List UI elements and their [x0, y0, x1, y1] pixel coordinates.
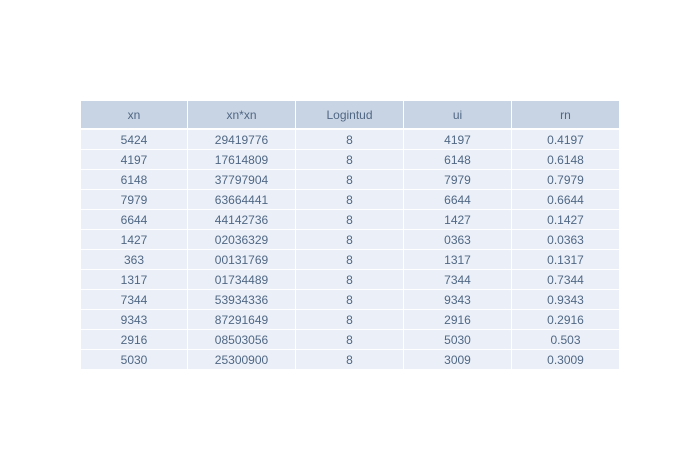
cell-rn: 0.503	[511, 329, 620, 350]
cell-longitud: 8	[295, 249, 404, 270]
table-row: 4197 17614809 8 6148 0.6148	[80, 149, 620, 170]
cell-xn: 7979	[80, 189, 188, 210]
cell-longitud: 8	[295, 309, 404, 330]
cell-longitud: 8	[295, 189, 404, 210]
cell-rn: 0.4197	[511, 128, 620, 150]
table-row: 9343 87291649 8 2916 0.2916	[80, 309, 620, 330]
cell-rn: 0.6148	[511, 149, 620, 170]
cell-xn: 2916	[80, 329, 188, 350]
table-row: 1317 01734489 8 7344 0.7344	[80, 269, 620, 290]
cell-ui: 0363	[403, 229, 512, 250]
cell-ui: 6148	[403, 149, 512, 170]
cell-xn-squared: 08503056	[187, 329, 296, 350]
column-header-xn-squared: xn*xn	[187, 100, 296, 130]
cell-ui: 5030	[403, 329, 512, 350]
data-table-container: xn xn*xn Logintud ui rn 5424 29419776 8 419…	[80, 100, 620, 370]
cell-xn-squared: 53934336	[187, 289, 296, 310]
cell-xn-squared: 29419776	[187, 128, 296, 150]
cell-ui: 1317	[403, 249, 512, 270]
cell-longitud: 8	[295, 269, 404, 290]
cell-ui: 7344	[403, 269, 512, 290]
table-row: 363 00131769 8 1317 0.1317	[80, 249, 620, 270]
cell-ui: 2916	[403, 309, 512, 330]
cell-longitud: 8	[295, 349, 404, 370]
cell-rn: 0.3009	[511, 349, 620, 370]
cell-xn-squared: 17614809	[187, 149, 296, 170]
cell-longitud: 8	[295, 209, 404, 230]
table-row: 2916 08503056 8 5030 0.503	[80, 329, 620, 350]
cell-xn-squared: 44142736	[187, 209, 296, 230]
table-row: 5030 25300900 8 3009 0.3009	[80, 349, 620, 370]
table-row: 5424 29419776 8 4197 0.4197	[80, 128, 620, 150]
table-row: 7979 63664441 8 6644 0.6644	[80, 189, 620, 210]
cell-xn: 4197	[80, 149, 188, 170]
table-row: 6644 44142736 8 1427 0.1427	[80, 209, 620, 230]
cell-ui: 6644	[403, 189, 512, 210]
cell-rn: 0.6644	[511, 189, 620, 210]
cell-xn-squared: 00131769	[187, 249, 296, 270]
cell-longitud: 8	[295, 329, 404, 350]
cell-rn: 0.7344	[511, 269, 620, 290]
cell-longitud: 8	[295, 149, 404, 170]
cell-ui: 3009	[403, 349, 512, 370]
table-row: 7344 53934336 8 9343 0.9343	[80, 289, 620, 310]
column-header-ui: ui	[403, 100, 512, 130]
cell-xn: 6148	[80, 169, 188, 190]
cell-rn: 0.1317	[511, 249, 620, 270]
cell-xn-squared: 02036329	[187, 229, 296, 250]
table-body: 5424 29419776 8 4197 0.4197 4197 17614809 8 6148…	[80, 128, 620, 370]
cell-xn-squared: 63664441	[187, 189, 296, 210]
cell-ui: 7979	[403, 169, 512, 190]
cell-longitud: 8	[295, 128, 404, 150]
cell-xn-squared: 87291649	[187, 309, 296, 330]
cell-ui: 1427	[403, 209, 512, 230]
data-table: xn xn*xn Logintud ui rn 5424 29419776 8 419…	[80, 100, 620, 370]
table-row: 6148 37797904 8 7979 0.7979	[80, 169, 620, 190]
cell-xn: 5424	[80, 128, 188, 150]
cell-ui: 4197	[403, 128, 512, 150]
cell-rn: 0.9343	[511, 289, 620, 310]
cell-rn: 0.1427	[511, 209, 620, 230]
cell-xn: 5030	[80, 349, 188, 370]
header-row: xn xn*xn Logintud ui rn	[80, 100, 620, 130]
cell-xn-squared: 01734489	[187, 269, 296, 290]
column-header-xn: xn	[80, 100, 188, 130]
cell-xn: 363	[80, 249, 188, 270]
cell-xn: 1427	[80, 229, 188, 250]
cell-xn: 7344	[80, 289, 188, 310]
cell-rn: 0.7979	[511, 169, 620, 190]
cell-longitud: 8	[295, 229, 404, 250]
column-header-longitud: Logintud	[295, 100, 404, 130]
table-row: 1427 02036329 8 0363 0.0363	[80, 229, 620, 250]
cell-xn: 1317	[80, 269, 188, 290]
cell-longitud: 8	[295, 169, 404, 190]
cell-rn: 0.0363	[511, 229, 620, 250]
cell-ui: 9343	[403, 289, 512, 310]
table-header: xn xn*xn Logintud ui rn	[80, 100, 620, 130]
cell-xn-squared: 37797904	[187, 169, 296, 190]
cell-xn-squared: 25300900	[187, 349, 296, 370]
cell-longitud: 8	[295, 289, 404, 310]
cell-xn: 6644	[80, 209, 188, 230]
cell-xn: 9343	[80, 309, 188, 330]
column-header-rn: rn	[511, 100, 620, 130]
cell-rn: 0.2916	[511, 309, 620, 330]
